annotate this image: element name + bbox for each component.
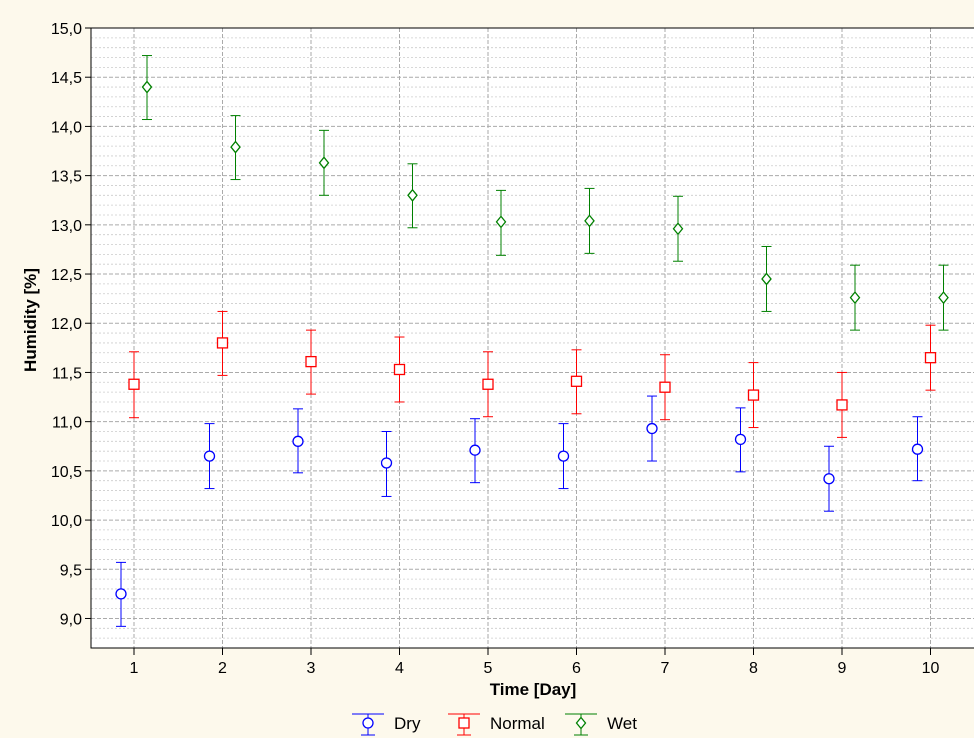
legend-label: Wet xyxy=(607,714,637,733)
y-tick-label: 11,0 xyxy=(52,415,82,432)
y-tick-label: 10,0 xyxy=(51,513,82,530)
data-point xyxy=(483,379,493,389)
y-tick-label: 9,5 xyxy=(60,562,82,579)
data-point xyxy=(382,458,392,468)
data-point xyxy=(293,436,303,446)
y-tick-label: 13,0 xyxy=(51,218,82,235)
y-tick-label: 14,5 xyxy=(51,70,82,87)
legend-label: Dry xyxy=(394,714,421,733)
y-axis: 9,0 9,5 10,0 10,5 11,0 11,5 12,0 12,5 13,0 13,5 14… xyxy=(51,21,91,628)
x-tick-label: 7 xyxy=(661,660,670,677)
data-point xyxy=(205,451,215,461)
data-point xyxy=(395,364,405,374)
x-tick-label: 8 xyxy=(749,660,758,677)
x-tick-label: 5 xyxy=(484,660,493,677)
legend-marker xyxy=(363,718,373,728)
legend-item-dry: Dry xyxy=(352,714,421,735)
x-tick-label: 10 xyxy=(922,660,940,677)
y-tick-label: 9,0 xyxy=(60,611,82,628)
legend-item-wet: Wet xyxy=(565,714,637,735)
data-point xyxy=(559,451,569,461)
data-point xyxy=(129,379,139,389)
data-point xyxy=(660,382,670,392)
x-tick-label: 4 xyxy=(395,660,404,677)
data-point xyxy=(824,474,834,484)
legend: Dry Normal Wet xyxy=(352,714,637,735)
legend-marker xyxy=(577,718,586,729)
y-axis-title: Humidity [%] xyxy=(21,268,40,372)
data-point xyxy=(218,338,228,348)
data-point xyxy=(837,400,847,410)
data-point xyxy=(470,445,480,455)
y-tick-label: 15,0 xyxy=(51,21,82,38)
data-point xyxy=(749,390,759,400)
y-tick-label: 10,5 xyxy=(51,464,82,481)
data-point xyxy=(572,376,582,386)
data-point xyxy=(736,434,746,444)
data-point xyxy=(913,444,923,454)
y-tick-label: 11,5 xyxy=(52,365,82,382)
x-tick-label: 1 xyxy=(130,660,139,677)
x-tick-label: 2 xyxy=(218,660,227,677)
data-point xyxy=(116,589,126,599)
x-tick-label: 9 xyxy=(838,660,847,677)
x-axis: 1 2 3 4 5 6 7 8 9 10 xyxy=(130,648,940,677)
y-tick-label: 14,0 xyxy=(51,119,82,136)
data-point xyxy=(647,424,657,434)
x-axis-title: Time [Day] xyxy=(490,680,577,699)
x-tick-label: 6 xyxy=(572,660,581,677)
legend-item-normal: Normal xyxy=(448,714,545,735)
data-point xyxy=(306,357,316,367)
y-tick-label: 12,5 xyxy=(51,267,82,284)
legend-marker xyxy=(459,718,469,728)
legend-label: Normal xyxy=(490,714,545,733)
data-point xyxy=(926,353,936,363)
x-tick-label: 3 xyxy=(307,660,316,677)
y-tick-label: 13,5 xyxy=(51,169,82,186)
y-tick-label: 12,0 xyxy=(51,316,82,333)
